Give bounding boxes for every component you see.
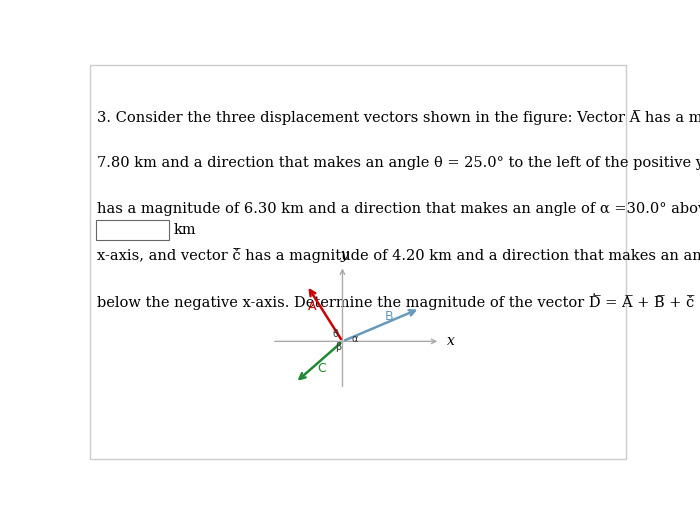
Text: 3. Consider the three displacement vectors shown in the figure: Vector A̅ has a : 3. Consider the three displacement vecto…	[97, 110, 700, 125]
Text: C: C	[317, 363, 326, 376]
Text: B: B	[385, 310, 393, 323]
Text: α: α	[351, 334, 358, 344]
Text: A: A	[308, 300, 316, 313]
FancyBboxPatch shape	[96, 220, 169, 240]
Text: β: β	[335, 342, 342, 352]
Text: x: x	[447, 334, 454, 349]
Text: x-axis, and vector č̅ has a magnitude of 4.20 km and a direction that makes an a: x-axis, and vector č̅ has a magnitude of…	[97, 248, 700, 263]
Text: has a magnitude of 6.30 km and a direction that makes an angle of α =30.0° above: has a magnitude of 6.30 km and a directi…	[97, 202, 700, 216]
Text: y: y	[341, 248, 349, 262]
Text: 7.80 km and a direction that makes an angle θ = 25.0° to the left of the positiv: 7.80 km and a direction that makes an an…	[97, 156, 700, 170]
Text: θ: θ	[332, 329, 338, 339]
Text: km: km	[173, 223, 196, 237]
Text: below the negative x-axis. Determine the magnitude of the vector Ḋ̅ = A̅ + B̅ + : below the negative x-axis. Determine the…	[97, 294, 694, 310]
